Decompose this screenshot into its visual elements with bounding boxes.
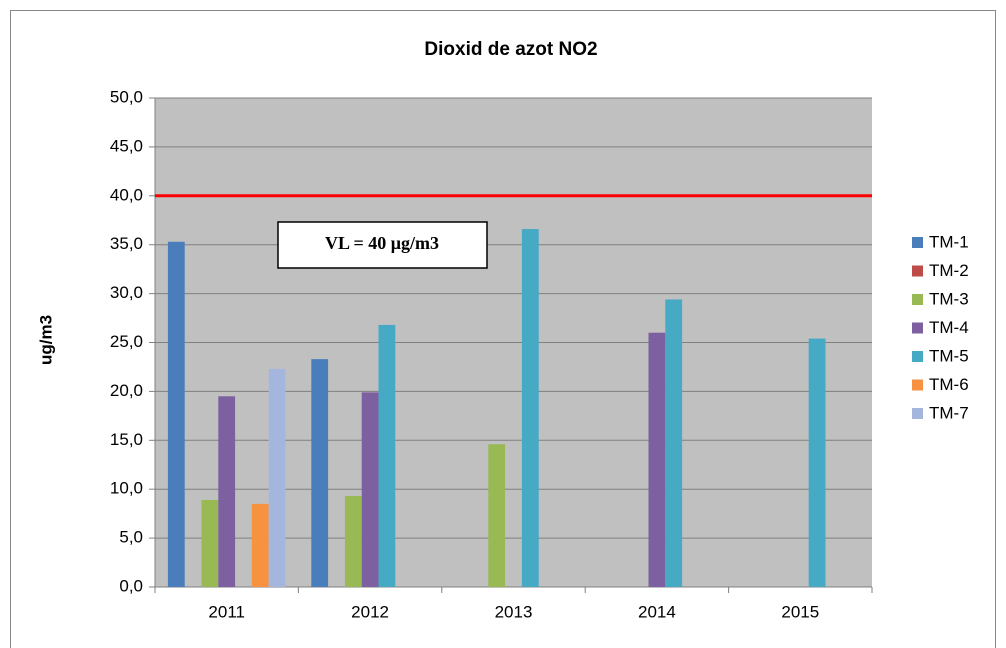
y-tick-label: 25,0 xyxy=(110,332,143,351)
y-tick-label: 40,0 xyxy=(110,185,143,204)
y-tick-label: 15,0 xyxy=(110,430,143,449)
legend-swatch xyxy=(912,237,923,248)
y-axis-label: ug/m3 xyxy=(36,315,55,365)
y-tick-label: 35,0 xyxy=(110,234,143,253)
y-tick-label: 20,0 xyxy=(110,381,143,400)
legend-swatch xyxy=(912,379,923,391)
legend-swatch xyxy=(912,351,923,362)
chart-title: Dioxid de azot NO2 xyxy=(424,39,597,60)
legend-label: TM-1 xyxy=(929,232,969,251)
bar xyxy=(361,392,379,587)
legend-label: TM-5 xyxy=(929,346,969,365)
bar xyxy=(378,324,396,587)
bar xyxy=(665,299,683,587)
annotation-box xyxy=(277,221,488,269)
x-tick-label: 2015 xyxy=(781,602,819,621)
bar xyxy=(218,396,236,587)
bar xyxy=(167,241,185,588)
bar xyxy=(808,338,826,587)
y-tick-label: 30,0 xyxy=(110,283,143,302)
y-tick-label: 10,0 xyxy=(110,479,143,498)
bar xyxy=(648,332,666,587)
x-tick-label: 2011 xyxy=(208,602,245,621)
x-tick-label: 2012 xyxy=(351,602,389,621)
bar xyxy=(268,368,286,587)
legend-label: TM-3 xyxy=(929,289,969,308)
x-tick-label: 2013 xyxy=(495,602,533,621)
legend-label: TM-4 xyxy=(929,318,969,337)
legend-swatch xyxy=(912,294,923,305)
y-tick-label: 0,0 xyxy=(119,576,143,595)
x-tick-label: 2014 xyxy=(638,602,676,621)
y-tick-label: 5,0 xyxy=(119,528,143,547)
bar xyxy=(344,496,362,587)
bar xyxy=(311,359,329,587)
y-tick-label: 45,0 xyxy=(110,136,143,155)
legend-swatch xyxy=(912,265,923,277)
bar xyxy=(201,499,219,587)
bar xyxy=(488,444,506,587)
legend-swatch xyxy=(912,322,923,334)
bar xyxy=(521,229,539,587)
legend-label: TM-6 xyxy=(929,375,969,394)
legend-label: TM-7 xyxy=(929,403,969,422)
annotation: VL = 40 μg/m3 xyxy=(325,233,439,253)
legend-label: TM-2 xyxy=(929,261,969,280)
bar xyxy=(251,503,269,587)
legend-swatch xyxy=(912,408,923,419)
y-tick-label: 50,0 xyxy=(110,87,143,106)
